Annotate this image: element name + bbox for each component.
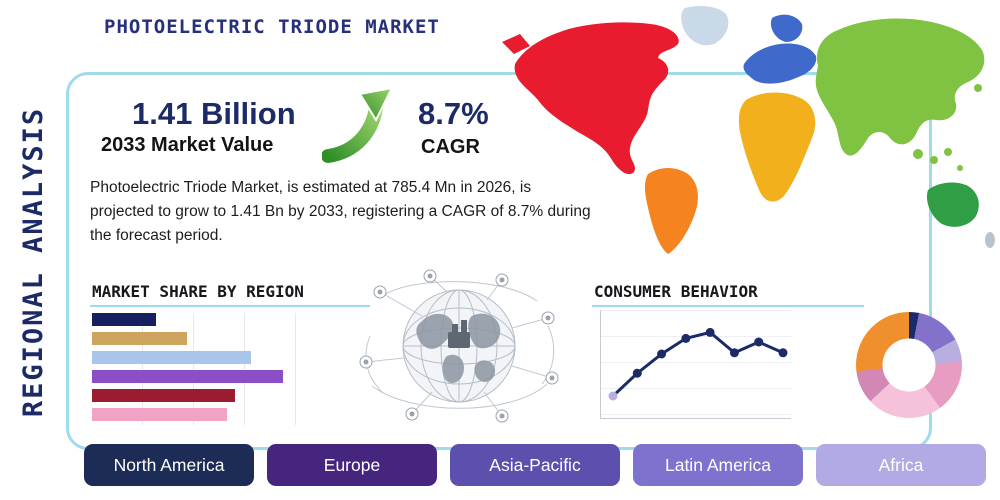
map-region-greenland bbox=[681, 6, 729, 46]
map-region-new-zealand bbox=[985, 232, 995, 248]
market-share-heading: MARKET SHARE BY REGION bbox=[92, 282, 304, 301]
page-title: PHOTOELECTRIC TRIODE MARKET bbox=[104, 16, 440, 38]
region-button[interactable]: North America bbox=[84, 444, 254, 486]
bar-segment bbox=[92, 313, 156, 326]
map-region-south-america bbox=[644, 168, 698, 254]
line-chart bbox=[600, 310, 791, 419]
bar-segment bbox=[92, 332, 188, 345]
region-button-label: North America bbox=[113, 454, 225, 475]
region-button[interactable]: Africa bbox=[816, 444, 986, 486]
map-region-asia bbox=[815, 18, 985, 171]
cagr-label: CAGR bbox=[421, 136, 480, 158]
map-region-australia bbox=[926, 182, 979, 227]
line-chart-svg bbox=[608, 327, 788, 401]
region-button-label: Africa bbox=[878, 454, 924, 475]
city-icon bbox=[448, 320, 470, 348]
growth-arrow-icon bbox=[322, 86, 394, 163]
donut-chart bbox=[856, 312, 962, 418]
network-nodes bbox=[359, 269, 559, 423]
bar-segment bbox=[92, 370, 283, 383]
globe-network-graphic bbox=[359, 269, 559, 423]
bar-segment bbox=[92, 351, 251, 364]
region-button[interactable]: Asia-Pacific bbox=[450, 444, 620, 486]
globe-continents bbox=[416, 313, 501, 384]
region-button-label: Latin America bbox=[664, 454, 772, 475]
consumer-behavior-underline bbox=[592, 305, 864, 307]
region-button-label: Europe bbox=[323, 454, 381, 475]
consumer-behavior-heading: CONSUMER BEHAVIOR bbox=[594, 282, 758, 301]
market-value-label: 2033 Market Value bbox=[101, 134, 274, 156]
market-value: 1.41 Billion bbox=[132, 96, 296, 131]
donut-hole bbox=[882, 338, 936, 392]
region-button[interactable]: Latin America bbox=[633, 444, 803, 486]
bar-chart bbox=[92, 313, 297, 425]
region-button[interactable]: Europe bbox=[267, 444, 437, 486]
world-map bbox=[502, 6, 995, 254]
region-buttons-row: North America Europe Asia-Pacific Latin … bbox=[84, 444, 986, 486]
side-label: REGIONAL ANALYSIS bbox=[18, 106, 49, 418]
map-region-africa bbox=[738, 92, 816, 202]
market-description: Photoelectric Triode Market, is estimate… bbox=[90, 179, 591, 245]
map-region-europe bbox=[743, 14, 817, 84]
map-region-north-america bbox=[502, 22, 679, 175]
region-button-label: Asia-Pacific bbox=[489, 454, 581, 475]
bar-segment bbox=[92, 389, 235, 402]
cagr-value: 8.7% bbox=[418, 96, 489, 131]
market-share-underline bbox=[90, 305, 370, 307]
bar-segment bbox=[92, 408, 228, 421]
